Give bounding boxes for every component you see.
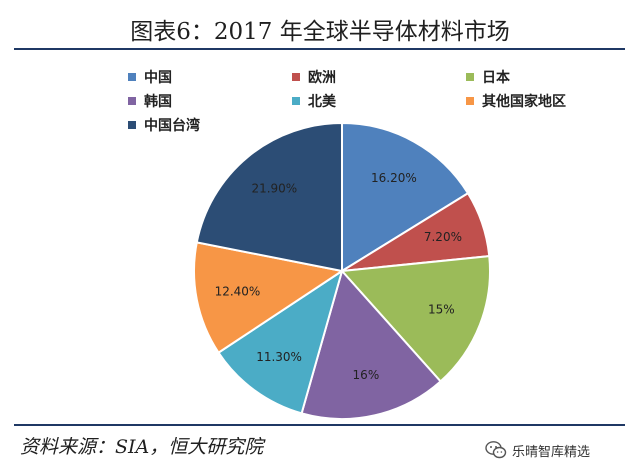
data-label-5: 12.40% bbox=[215, 285, 261, 299]
pie-slices bbox=[193, 121, 491, 420]
pie-slice-4 bbox=[217, 268, 344, 415]
data-label-3: 16% bbox=[353, 368, 380, 382]
footer-divider bbox=[14, 424, 625, 426]
pie-data-labels: 16.20% 7.20% 15% 16% 11.30% 12.40% 21.90% bbox=[215, 171, 462, 382]
watermark-text: 乐晴智库精选 bbox=[512, 444, 591, 460]
legend-swatch-0 bbox=[128, 73, 136, 81]
source-note: 资料来源：SIA，恒大研究院 bbox=[20, 436, 264, 458]
data-label-0: 16.20% bbox=[371, 171, 417, 185]
title-divider bbox=[14, 48, 625, 50]
data-label-1: 7.20% bbox=[424, 230, 462, 244]
legend-label-3: 韩国 bbox=[144, 93, 172, 110]
legend-label-5: 其他国家地区 bbox=[482, 93, 566, 110]
watermark: 乐晴智库精选 bbox=[484, 438, 590, 462]
legend-label-4: 北美 bbox=[308, 93, 337, 110]
pie-slice-5 bbox=[193, 241, 345, 355]
legend-swatch-3 bbox=[128, 97, 136, 105]
data-label-2: 15% bbox=[428, 303, 455, 317]
legend-swatch-1 bbox=[292, 73, 300, 81]
data-label-6: 21.90% bbox=[251, 182, 297, 196]
legend-swatch-4 bbox=[292, 97, 300, 105]
legend-label-2: 日本 bbox=[482, 69, 511, 86]
pie-slice-0 bbox=[341, 121, 470, 273]
legend-label-0: 中国 bbox=[144, 69, 172, 86]
pie-slice-3 bbox=[300, 268, 442, 420]
legend-swatch-2 bbox=[466, 73, 474, 81]
chart-title: 图表6：2017 年全球半导体材料市场 bbox=[130, 19, 510, 45]
legend-swatch-6 bbox=[128, 121, 136, 129]
pie-slice-2 bbox=[339, 255, 491, 383]
legend-label-1: 欧洲 bbox=[308, 69, 336, 86]
pie-slice-6 bbox=[195, 121, 343, 273]
wechat-icon bbox=[485, 441, 507, 459]
legend-swatch-5 bbox=[466, 97, 474, 105]
legend-label-6: 中国台湾 bbox=[144, 117, 200, 134]
data-label-4: 11.30% bbox=[256, 350, 302, 364]
